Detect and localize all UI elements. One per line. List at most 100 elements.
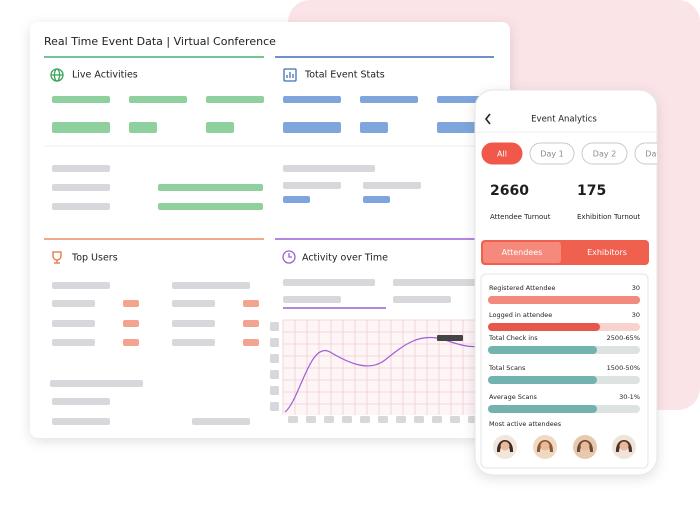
trophy-icon	[52, 251, 62, 264]
placeholder-bar	[172, 320, 215, 327]
avatar-hair	[576, 440, 594, 452]
metric-label: Total Check ins	[488, 334, 538, 342]
axis-placeholder	[270, 386, 279, 395]
axis-placeholder	[432, 416, 442, 423]
axis-placeholder	[414, 416, 424, 423]
placeholder-bar	[360, 96, 418, 103]
progress-fill	[488, 346, 597, 354]
placeholder-bar	[158, 184, 263, 191]
avatar-face	[500, 441, 510, 451]
axis-placeholder	[360, 416, 370, 423]
placeholder-bar	[52, 203, 110, 210]
axis-placeholder	[270, 402, 279, 411]
axis-placeholder	[342, 416, 352, 423]
placeholder-bar	[206, 96, 264, 103]
chart-area	[283, 320, 480, 415]
phone-screen: Event Analytics All Day 1 Day 2 Day 3 2660 …	[475, 113, 679, 469]
placeholder-bars	[50, 96, 495, 425]
curve	[284, 336, 481, 413]
placeholder-bar	[206, 122, 234, 133]
tab-label[interactable]: Day 1	[540, 150, 563, 159]
metric-value: 2500-65%	[607, 334, 640, 342]
section-title: Total Event Stats	[304, 70, 385, 81]
axis-placeholder	[270, 322, 279, 331]
progress-fill	[488, 323, 600, 331]
placeholder-bar	[283, 196, 310, 203]
metric-label: Average Scans	[489, 393, 538, 401]
placeholder-bar	[52, 300, 95, 307]
placeholder-bar	[123, 339, 139, 346]
metrics: Registered Attendee 30 Logged in attendee 3…	[488, 284, 640, 413]
axis-placeholder	[270, 354, 279, 363]
placeholder-bar	[243, 320, 259, 327]
clock-icon	[282, 250, 296, 264]
stat-value: 2660	[490, 183, 529, 199]
toggle-option[interactable]: Attendees	[502, 248, 543, 257]
placeholder-bar	[172, 300, 215, 307]
avatar-face	[580, 441, 590, 451]
placeholder-bar	[50, 380, 143, 387]
toggle-option[interactable]: Exhibitors	[587, 248, 627, 257]
axis-placeholder	[378, 416, 388, 423]
tab-label[interactable]: Day 2	[593, 150, 616, 159]
placeholder-bar	[158, 203, 263, 210]
stat-value: 175	[577, 183, 606, 199]
axis-placeholder	[306, 416, 316, 423]
metric-label: Registered Attendee	[489, 284, 555, 292]
axis-placeholder	[288, 416, 298, 423]
placeholder-bar	[360, 122, 388, 133]
placeholder-bar	[393, 296, 451, 303]
placeholder-bar	[129, 122, 157, 133]
metric-value: 1500-50%	[607, 364, 640, 372]
metric-value: 30	[632, 311, 640, 319]
placeholder-bar	[393, 279, 483, 286]
globe-icon	[50, 68, 64, 82]
placeholder-bar	[363, 182, 421, 189]
placeholder-bar	[52, 96, 110, 103]
stat-label: Exhibition Turnout	[577, 213, 641, 221]
metric-value: 30-1%	[619, 393, 640, 401]
axis-placeholder	[450, 416, 460, 423]
placeholder-bar	[283, 96, 341, 103]
phone-title: Event Analytics	[531, 115, 597, 125]
placeholder-bar	[283, 182, 341, 189]
dashboard-title: Real Time Event Data | Virtual Conferenc…	[44, 35, 276, 48]
placeholder-bar	[129, 96, 187, 103]
placeholder-bar	[283, 165, 375, 172]
placeholder-bar	[363, 196, 390, 203]
day-tabs: All Day 1 Day 2 Day 3	[481, 142, 679, 165]
attendees-title: Most active attendees	[489, 420, 562, 428]
placeholder-bar	[283, 122, 341, 133]
placeholder-bar	[172, 282, 250, 289]
placeholder-bar	[192, 418, 250, 425]
progress-fill	[488, 376, 597, 384]
avatar-face	[619, 441, 629, 451]
progress-fill	[488, 296, 640, 304]
tooltip	[437, 335, 463, 341]
back-arrow[interactable]	[484, 113, 491, 125]
tab[interactable]	[581, 142, 628, 165]
placeholder-bar	[52, 282, 110, 289]
placeholder-bar	[52, 418, 110, 425]
section-title: Top Users	[71, 253, 118, 264]
avatar-hair	[536, 440, 554, 452]
section-title: Activity over Time	[302, 253, 388, 264]
axis-placeholder	[270, 370, 279, 379]
placeholder-bar	[52, 122, 110, 133]
avatar-face	[540, 441, 550, 451]
placeholder-bar	[52, 184, 110, 191]
toggle-active[interactable]	[483, 242, 561, 263]
tab-label[interactable]: All	[497, 150, 507, 159]
tab[interactable]	[481, 142, 523, 165]
axis-placeholder	[396, 416, 406, 423]
metric-label: Logged in attendee	[489, 311, 552, 319]
metric-label: Total Scans	[488, 364, 526, 372]
tab[interactable]	[529, 142, 575, 165]
tab[interactable]	[634, 142, 679, 165]
tab-label[interactable]: Day 3	[645, 150, 668, 159]
activity-chart	[270, 319, 481, 423]
placeholder-bar	[243, 300, 259, 307]
axis-placeholder	[270, 338, 279, 347]
section-title: Live Activities	[72, 70, 138, 81]
placeholder-bar	[172, 339, 215, 346]
